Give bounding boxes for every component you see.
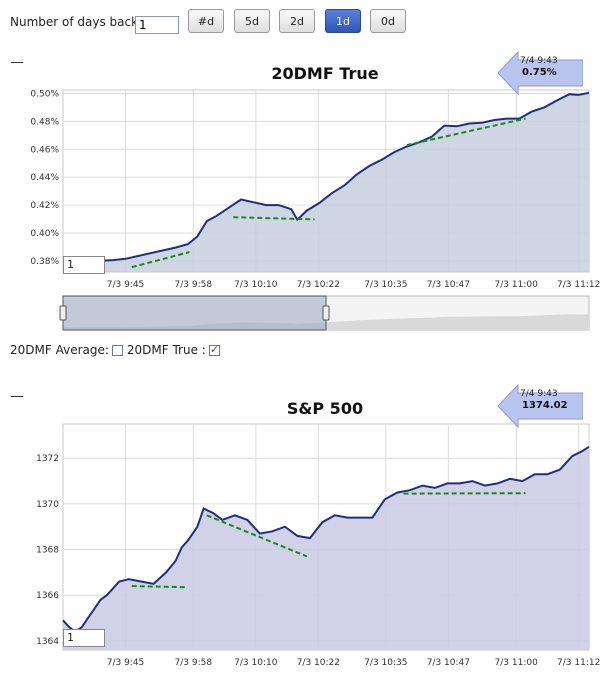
chart-2-title: S&P 500 [286, 399, 364, 418]
y-tick-label: 0.46% [30, 145, 59, 155]
callout-arrow-icon [498, 50, 583, 96]
series-line [62, 445, 590, 633]
legend-20dmf-average-checkbox[interactable] [111, 344, 123, 356]
x-tick-label: 7/3 9:58 [175, 280, 213, 290]
callout-arrow-icon [498, 383, 583, 429]
trendline [233, 216, 315, 221]
collapse-toggle-chart-1[interactable] [11, 62, 23, 63]
callout-time: 7/4 9:43 [520, 389, 558, 399]
navigator-handle[interactable] [322, 305, 330, 321]
trendline [406, 117, 526, 147]
trendline [206, 514, 308, 558]
navigator-handle[interactable] [59, 305, 67, 321]
range-button-0d[interactable]: 0d [370, 9, 406, 33]
x-tick-label: 7/3 10:22 [297, 280, 340, 290]
legend-20dmf-average-label: 20DMF Average: [10, 343, 109, 357]
callout-value: 0.75% [522, 67, 557, 78]
y-tick-label: 1370 [36, 500, 59, 510]
days-back-label: Number of days back: [10, 15, 143, 29]
x-tick-label: 7/3 11:12 [557, 658, 600, 668]
y-tick-label: 1364 [36, 637, 59, 647]
y-tick-label: 0.42% [30, 201, 59, 211]
x-tick-label: 7/3 10:10 [234, 280, 278, 290]
x-tick-label: 7/3 9:45 [107, 280, 145, 290]
x-tick-label: 7/3 10:47 [427, 658, 470, 668]
x-tick-label: 7/3 11:00 [495, 658, 539, 668]
x-tick-label: 7/3 10:47 [427, 280, 470, 290]
x-tick-label: 7/3 9:45 [107, 658, 145, 668]
x-tick-label: 7/3 11:12 [557, 280, 600, 290]
y-tick-label: 0.50% [30, 89, 59, 99]
y-tick-label: 1366 [36, 591, 59, 601]
chart-1-title: 20DMF True [271, 64, 379, 83]
collapse-toggle-chart-2[interactable] [11, 396, 23, 397]
x-tick-label: 7/3 11:00 [495, 280, 539, 290]
chart-1-navigator[interactable] [0, 292, 602, 332]
chart-2-range-input[interactable]: 1 [63, 629, 105, 647]
callout-time: 7/4 9:43 [520, 56, 558, 66]
y-tick-label: 0.48% [30, 117, 59, 127]
chart-1-range-input[interactable]: 1 [63, 256, 105, 274]
x-tick-label: 7/3 10:10 [234, 658, 278, 668]
range-button-1d[interactable]: 1d [325, 9, 361, 33]
range-button-5d[interactable]: 5d [234, 9, 270, 33]
y-tick-label: 1368 [36, 546, 59, 556]
y-tick-label: 0.40% [30, 229, 59, 239]
chart-1-latest-value-callout: 7/4 9:43 0.75% [498, 50, 583, 96]
legend-20dmf-true-checkbox[interactable] [208, 343, 220, 356]
series-area-fill [63, 446, 589, 650]
navigator-selection[interactable] [62, 295, 327, 331]
days-back-input[interactable] [135, 16, 179, 34]
chart-2-latest-value-callout: 7/4 9:43 1374.02 [498, 383, 583, 429]
series-line [62, 91, 590, 263]
legend-20dmf-true-label: 20DMF True : [126, 343, 206, 357]
y-tick-label: 0.38% [30, 257, 59, 267]
range-button-custom-days[interactable]: #d [188, 9, 224, 33]
trendline [131, 585, 187, 589]
series-area-fill [63, 92, 589, 272]
y-tick-label: 1372 [36, 454, 59, 464]
x-tick-label: 7/3 9:58 [175, 658, 213, 668]
series-legend: 20DMF Average: 20DMF True : [10, 343, 224, 357]
callout-value: 1374.02 [522, 400, 568, 411]
x-tick-label: 7/3 10:22 [297, 658, 340, 668]
trendline [131, 251, 190, 269]
x-tick-label: 7/3 10:35 [364, 658, 407, 668]
range-button-2d[interactable]: 2d [279, 9, 315, 33]
x-tick-label: 7/3 10:35 [364, 280, 407, 290]
y-tick-label: 0.44% [30, 173, 59, 183]
chart-20dmf-true: 7/3 9:45 7/3 9:58 7/3 10:10 7/3 10:22 7/3 10… [30, 89, 600, 290]
